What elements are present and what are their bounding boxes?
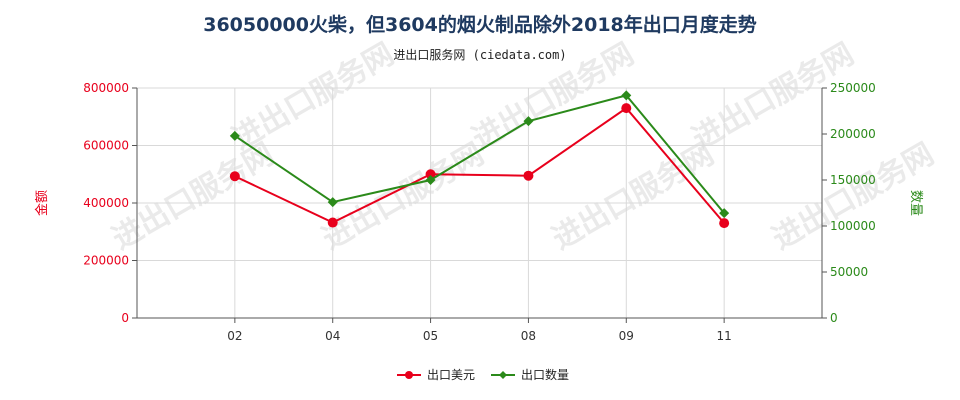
- x-tick-label: 02: [227, 329, 242, 343]
- axes: 0 200000 400000 600000 800000 0 50000 100000 150…: [34, 81, 923, 343]
- chart-subtitle: 进出口服务网 (ciedata.com): [393, 48, 567, 62]
- x-tick-label: 11: [717, 329, 732, 343]
- series-line-1: [234, 106, 725, 224]
- y-axis-left-title: 金额: [34, 190, 50, 216]
- series-line-2: [234, 94, 725, 214]
- y-right-tick-label: 250000: [830, 81, 876, 95]
- legend-marker-1: [405, 371, 413, 379]
- legend-label-1: 出口美元: [427, 368, 475, 382]
- y-left-tick-label: 0: [121, 311, 129, 325]
- y-left-tick-label: 600000: [83, 139, 129, 153]
- watermark-text: 进出口服务网: [227, 37, 400, 157]
- watermark-text: 进出口服务网: [467, 37, 640, 157]
- legend: 出口美元 出口数量: [397, 367, 569, 382]
- x-tick-label: 09: [619, 329, 634, 343]
- data-point-quantity: [621, 90, 632, 101]
- x-tick-label: 04: [325, 329, 340, 343]
- data-point-quantity: [719, 208, 730, 219]
- y-left-tick-label: 800000: [83, 81, 129, 95]
- series-layer: [229, 90, 730, 229]
- data-point-amount: [425, 169, 436, 180]
- data-point-quantity: [327, 197, 338, 208]
- watermark-text: 进出口服务网: [547, 137, 720, 257]
- y-right-tick-label: 200000: [830, 127, 876, 141]
- legend-marker-2: [499, 371, 507, 379]
- y-right-tick-label: 0: [830, 311, 838, 325]
- y-left-tick-label: 400000: [83, 196, 129, 210]
- y-axis-right-title: 数量: [908, 190, 923, 216]
- data-point-quantity: [523, 116, 534, 127]
- data-point-amount: [229, 171, 240, 182]
- watermark-text: 进出口服务网: [317, 137, 490, 257]
- y-right-tick-label: 150000: [830, 173, 876, 187]
- data-point-amount: [523, 170, 534, 181]
- data-point-quantity: [425, 175, 436, 185]
- data-point-quantity: [229, 130, 240, 141]
- data-point-amount: [621, 103, 632, 114]
- data-point-amount: [327, 217, 338, 228]
- legend-label-2: 出口数量: [521, 367, 569, 382]
- y-right-tick-label: 100000: [830, 219, 876, 233]
- watermark-text: 进出口服务网: [107, 137, 280, 257]
- chart-title: 36050000火柴，但3604的烟火制品除外2018年出口月度走势: [203, 14, 757, 36]
- data-point-amount: [719, 218, 730, 229]
- x-tick-label: 08: [521, 329, 536, 343]
- y-left-tick-label: 200000: [83, 254, 129, 268]
- y-right-tick-label: 50000: [830, 265, 868, 279]
- x-tick-label: 05: [423, 329, 438, 343]
